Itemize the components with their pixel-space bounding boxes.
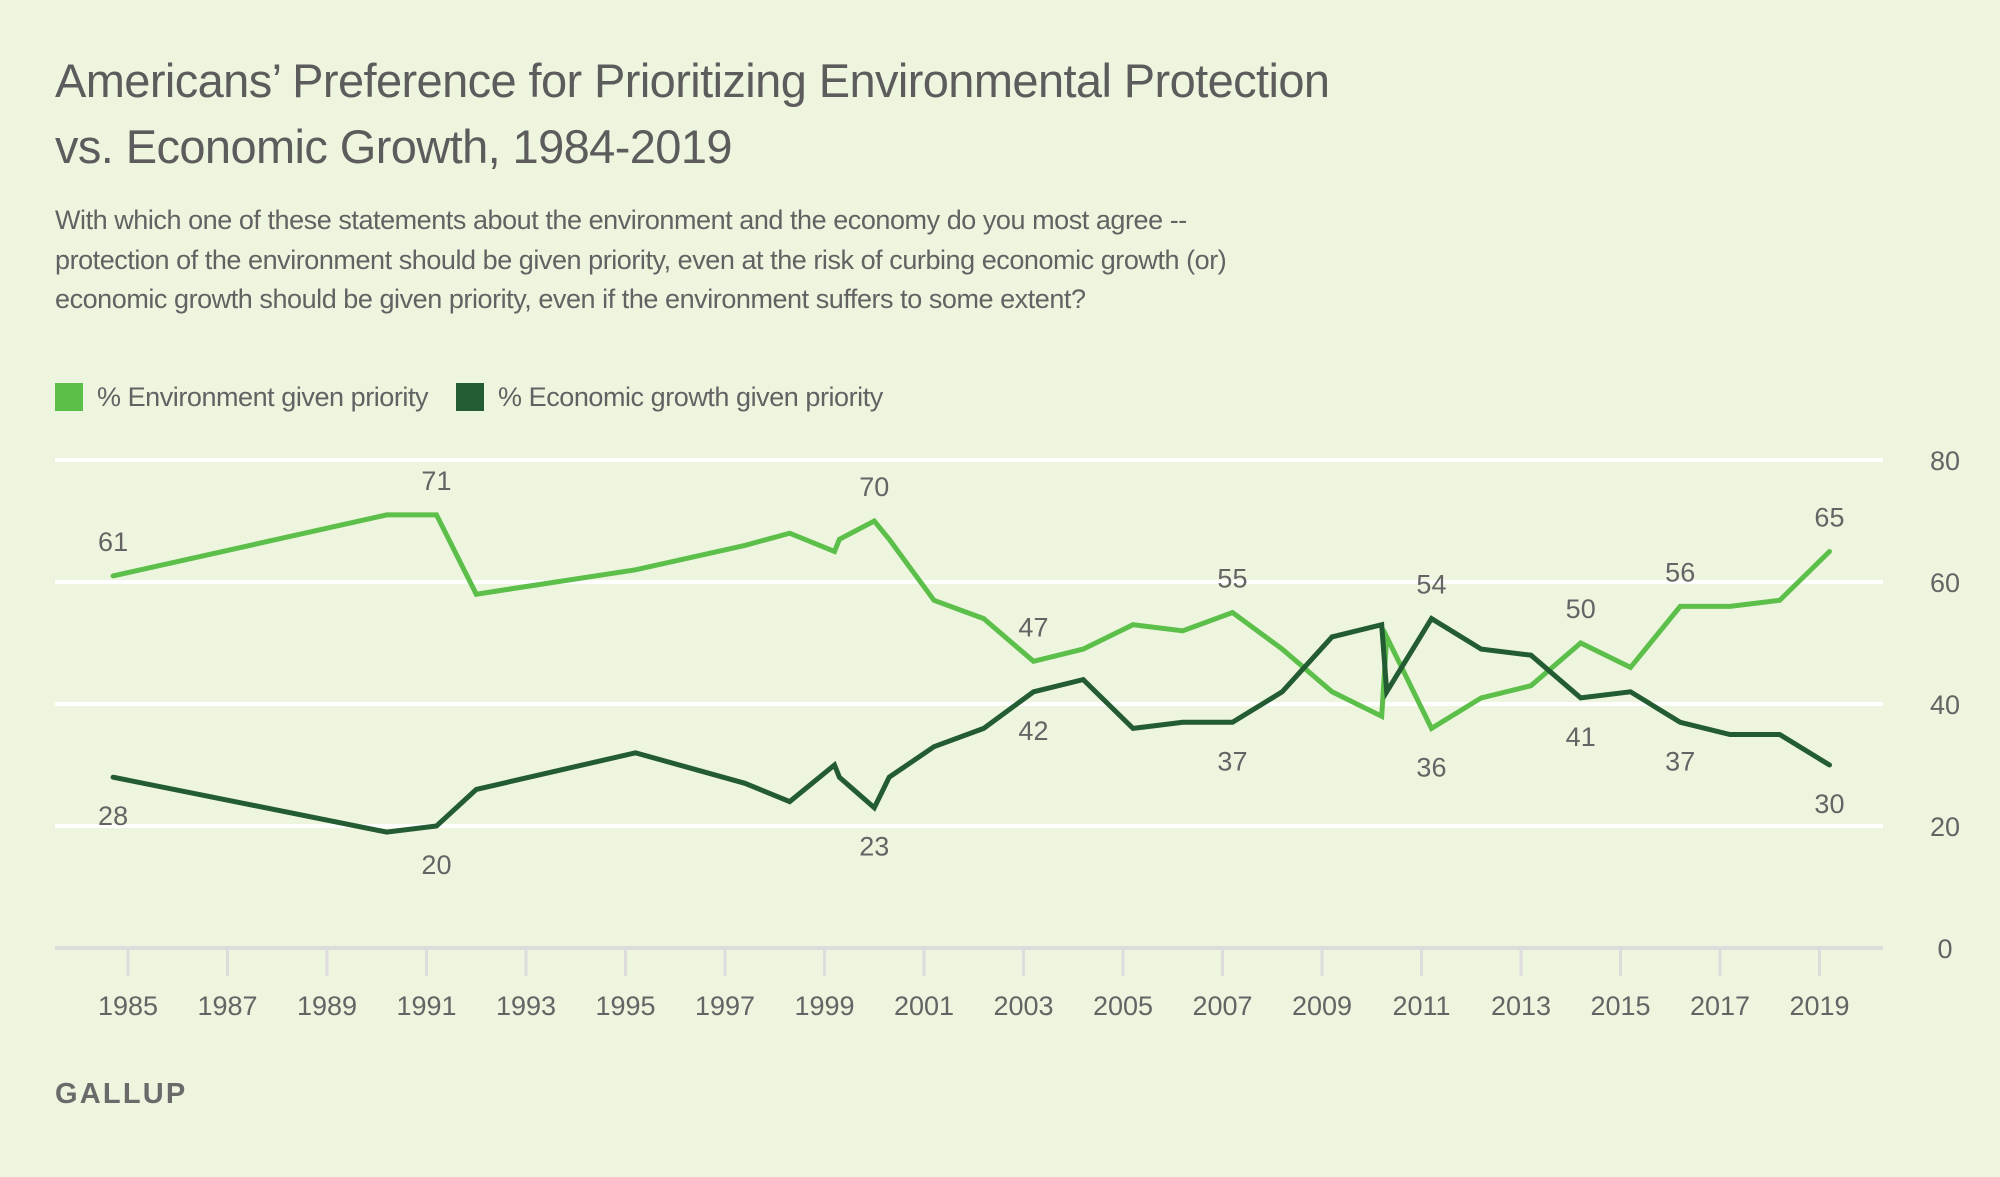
y-axis: 0 20 40 60 80 [1930,446,1960,964]
data-label-environment: 61 [98,527,128,557]
y-tick-label-20: 20 [1930,812,1960,842]
x-tick-label-2005: 2005 [1093,991,1153,1021]
y-tick-label-40: 40 [1930,690,1960,720]
x-tick-label-1995: 1995 [595,991,655,1021]
series-line-environment [110,512,1832,732]
x-tick-label-2017: 2017 [1690,991,1750,1021]
legend-label-economy: % Economic growth given priority [498,381,883,412]
x-tick-label-1985: 1985 [98,991,158,1021]
data-labels: 61 71 70 47 55 50 56 65 28 20 23 42 37 54 36 41 37 30 [98,466,1844,880]
series-lines [110,512,1832,835]
data-label-economy: 37 [1665,746,1695,776]
legend-item-environment: % Environment given priority [55,382,428,413]
legend-swatch-economy [456,383,485,411]
chart-title-line-1: Americans’ Preference for Prioritizing E… [55,54,1330,107]
x-tick-label-1991: 1991 [396,991,456,1021]
subtitle-line-2: protection of the environment should be … [55,244,1227,275]
legend-item-economy: % Economic growth given priority [456,382,883,413]
x-tick-label-1989: 1989 [297,991,357,1021]
data-label-environment: 65 [1814,503,1844,533]
x-tick-label-1999: 1999 [794,991,854,1021]
data-label-economy: 28 [98,801,128,831]
x-tick-label-1997: 1997 [695,991,755,1021]
data-label-environment: 50 [1566,594,1596,624]
x-tick-label-2003: 2003 [993,991,1053,1021]
data-label-economy: 41 [1566,722,1596,752]
data-label-environment: 70 [859,472,889,502]
x-tick-label-2007: 2007 [1192,991,1252,1021]
x-axis: 1985 1987 1989 1991 1993 1995 1997 1999 2001 2003… [98,948,1850,1021]
data-label-economy: 37 [1217,746,1247,776]
legend-swatch-environment [55,383,83,411]
data-label-environment: 47 [1018,612,1048,642]
x-tick-label-1987: 1987 [197,991,257,1021]
x-tick-label-2019: 2019 [1789,991,1849,1021]
x-tick-label-2001: 2001 [894,991,954,1021]
data-label-economy: 54 [1416,570,1446,600]
x-tick-label-2013: 2013 [1491,991,1551,1021]
data-label-economy: 42 [1018,716,1048,746]
chart-legend: % Environment given priority % Economic … [55,379,911,415]
data-label-economy: 23 [859,832,889,862]
y-tick-label-60: 60 [1930,568,1960,598]
data-label-environment: 55 [1217,564,1247,594]
gridlines [55,458,1883,950]
y-tick-label-80: 80 [1930,446,1960,476]
data-label-environment: 71 [421,466,451,496]
chart-title: Americans’ Preference for Prioritizing E… [55,48,1330,180]
x-tick-label-2009: 2009 [1292,991,1352,1021]
data-label-environment: 36 [1416,752,1446,782]
source-logo: GALLUP [55,1078,188,1110]
legend-label-environment: % Environment given priority [97,381,429,412]
series-line-economy [110,615,1832,835]
data-label-environment: 56 [1665,557,1695,587]
x-tick-label-2015: 2015 [1590,991,1650,1021]
y-tick-label-0: 0 [1937,934,1952,964]
x-tick-label-2011: 2011 [1392,991,1450,1021]
data-label-economy: 20 [421,850,451,880]
subtitle-line-1: With which one of these statements about… [55,205,1187,235]
chart-subtitle: With which one of these statements about… [55,201,1555,320]
chart-title-line-2: vs. Economic Growth, 1984-2019 [55,120,733,173]
x-tick-label-1993: 1993 [496,991,556,1021]
subtitle-line-3: economic growth should be given priority… [55,284,1086,314]
data-label-economy: 30 [1814,789,1844,819]
